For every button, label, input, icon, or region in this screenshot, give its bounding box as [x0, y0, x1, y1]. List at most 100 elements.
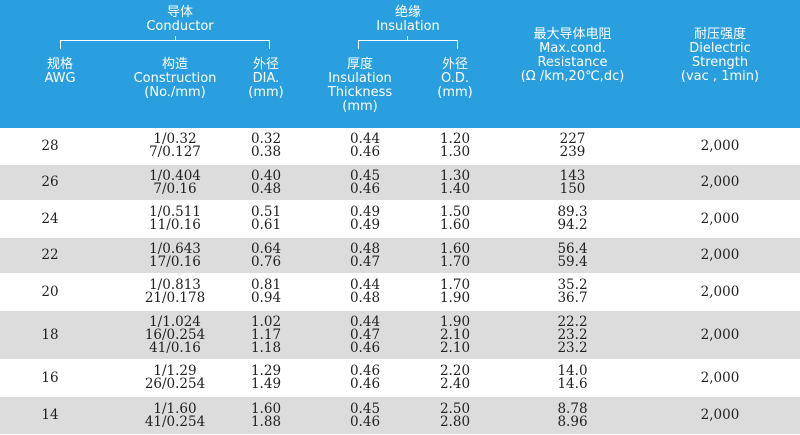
cell-od: 1.70 1.90	[425, 274, 485, 310]
cell-construction: 1/0.32 7/0.127	[105, 128, 245, 164]
cell-thickness: 0.48 0.47	[325, 238, 405, 273]
cell-dia-line: 0.64	[250, 240, 282, 257]
cell-thickness-line: 0.46	[349, 363, 381, 379]
thickness-en-1: Insulation	[328, 71, 392, 86]
cell-thickness-line: 0.46	[349, 144, 381, 160]
cell-dia-line: 0.48	[250, 180, 282, 197]
cell-od-line: 1.60	[439, 217, 471, 233]
cell-voltage: 2,000	[670, 274, 770, 310]
table-row: 28 1/0.32 7/0.127 0.32 0.38 0.44 0.46 1.20 1.30 2…	[0, 128, 800, 165]
od-unit: (mm)	[437, 85, 473, 100]
cell-resistance-line: 150	[559, 180, 586, 197]
cell-thickness-line: 0.46	[349, 339, 381, 356]
cell-resistance-line: 14.6	[557, 376, 588, 392]
cell-od-line: 1.70	[439, 277, 471, 293]
cell-dia-line: 1.18	[250, 339, 282, 356]
cell-construction-line: 1/0.813	[149, 277, 201, 293]
table-row: 18 1/1.024 16/0.254 41/0.16 1.02 1.17 1.18 0.44…	[0, 311, 800, 360]
cell-construction-line: 21/0.178	[144, 290, 206, 306]
cell-voltage-value: 2,000	[700, 247, 740, 263]
cell-dia-line: 0.32	[250, 131, 282, 147]
cell-thickness: 0.44 0.47 0.46	[325, 311, 405, 359]
cell-resistance-line: 59.4	[557, 253, 588, 270]
cell-od: 2.20 2.40	[425, 360, 485, 396]
cell-construction-line: 7/0.127	[149, 144, 201, 160]
cell-voltage-value: 2,000	[700, 174, 740, 190]
cell-od-line: 1.70	[439, 253, 471, 270]
cell-awg-value: 26	[41, 174, 59, 190]
col-resistance-header: 最大导体电阻 Max.cond. Resistance (Ω /km,20℃,d…	[505, 28, 640, 84]
cell-od-line: 2.80	[439, 413, 471, 430]
cell-thickness: 0.45 0.46	[325, 397, 405, 434]
cell-construction: 1/1.60 41/0.254	[105, 397, 245, 434]
cell-od-line: 1.90	[439, 290, 471, 306]
thickness-en-2: Thickness	[327, 85, 393, 100]
cell-od-line: 1.40	[439, 180, 471, 197]
resistance-unit: (Ω /km,20℃,dc)	[520, 69, 625, 84]
cell-resistance-line: 22.2	[557, 313, 588, 330]
dia-unit: (mm)	[248, 85, 284, 100]
cell-construction-line: 26/0.254	[144, 376, 206, 392]
col-dia-header: 外径 DIA. (mm)	[236, 58, 296, 100]
cell-od-line: 1.20	[439, 131, 471, 147]
resistance-en-2: Resistance	[537, 55, 608, 70]
cell-construction-line: 1/0.511	[149, 204, 201, 220]
cell-awg-value: 20	[41, 283, 59, 300]
cell-voltage: 2,000	[670, 360, 770, 396]
cell-od-line: 2.50	[439, 400, 471, 417]
cell-dia: 0.51 0.61	[236, 201, 296, 237]
conductor-group-en: Conductor	[146, 19, 214, 34]
cell-thickness-line: 0.44	[349, 277, 381, 293]
cell-resistance-line: 56.4	[557, 240, 588, 257]
dia-cn: 外径	[252, 57, 279, 72]
cell-dia: 1.60 1.88	[236, 397, 296, 434]
cell-thickness: 0.44 0.48	[325, 274, 405, 310]
cell-dia: 1.02 1.17 1.18	[236, 311, 296, 359]
table-header: 导体 Conductor 绝缘 Insulation 规格 AWG 构造 Con…	[0, 0, 800, 128]
table-row: 22 1/0.643 17/0.16 0.64 0.76 0.48 0.47 1.60 1.70…	[0, 238, 800, 274]
awg-cn: 规格	[46, 57, 73, 72]
cell-voltage-value: 2,000	[700, 283, 740, 300]
cell-voltage-value: 2,000	[700, 326, 740, 343]
conductor-bracket-tick	[175, 36, 176, 41]
cell-od-line: 2.10	[439, 339, 471, 356]
cell-dia-line: 0.94	[250, 290, 282, 306]
cell-resistance: 22.2 23.2 23.2	[510, 311, 635, 359]
cell-construction-line: 41/0.16	[149, 339, 201, 356]
cell-dia-line: 0.61	[250, 217, 282, 233]
cell-voltage-value: 2,000	[700, 407, 740, 423]
cell-dia-line: 0.51	[250, 204, 282, 220]
cell-construction-line: 1/0.643	[149, 240, 201, 257]
voltage-en-2: Strength	[691, 55, 749, 70]
cell-voltage: 2,000	[670, 311, 770, 359]
cell-thickness-line: 0.49	[349, 217, 381, 233]
cell-dia-line: 0.40	[250, 167, 282, 184]
cell-voltage: 2,000	[670, 165, 770, 200]
insulation-bracket-tick	[407, 36, 408, 41]
cell-od-line: 1.90	[439, 313, 471, 330]
col-construction-header: 构造 Construction (No./mm)	[110, 58, 240, 100]
col-thickness-header: 厚度 Insulation Thickness (mm)	[315, 58, 405, 114]
cell-awg-value: 22	[41, 247, 59, 263]
awg-en: AWG	[44, 71, 76, 86]
cell-resistance-line: 8.96	[557, 413, 588, 430]
cell-voltage: 2,000	[670, 128, 770, 164]
cell-awg-value: 14	[41, 407, 59, 423]
cell-voltage: 2,000	[670, 201, 770, 237]
insulation-bracket	[358, 40, 458, 49]
cell-awg-value: 18	[41, 326, 59, 343]
insulation-group-en: Insulation	[376, 19, 440, 34]
insulation-group-cn: 绝缘	[394, 5, 421, 20]
cell-construction: 1/1.29 26/0.254	[105, 360, 245, 396]
cell-dia-line: 1.17	[250, 326, 282, 343]
cell-awg: 18	[10, 311, 90, 359]
cell-dia-line: 0.76	[250, 253, 282, 270]
col-awg-header: 规格 AWG	[20, 58, 100, 86]
cell-od-line: 1.50	[439, 204, 471, 220]
cell-awg-value: 24	[41, 210, 59, 227]
conductor-group-cn: 导体	[166, 5, 193, 20]
cell-construction-line: 7/0.16	[153, 180, 197, 197]
cell-thickness-line: 0.48	[349, 240, 381, 257]
cell-thickness-line: 0.49	[349, 204, 381, 220]
construction-cn: 构造	[161, 57, 188, 72]
